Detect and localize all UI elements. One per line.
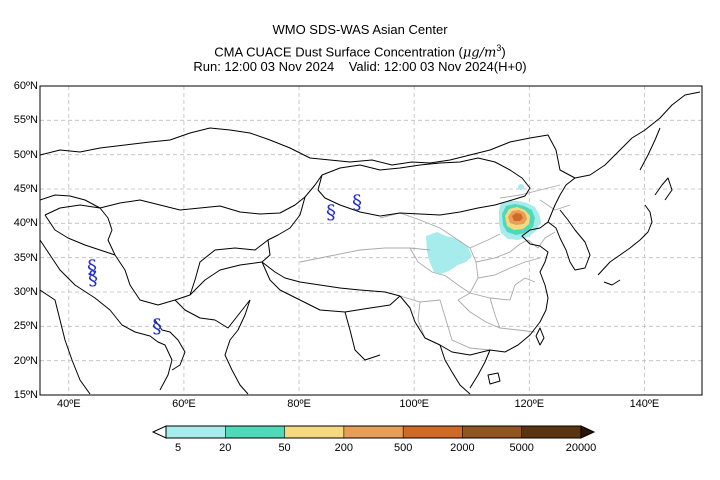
colorbar-swatch xyxy=(403,426,463,438)
dust-symbol-iraq-1: § xyxy=(87,255,97,279)
colorbar-swatch xyxy=(284,426,344,438)
colorbar-level-label: 500 xyxy=(393,442,413,454)
map-frame xyxy=(39,85,703,396)
map-subtitle: CMA CUACE Dust Surface Concentration (μg… xyxy=(0,40,720,61)
dust-area-peak xyxy=(512,213,523,221)
lon-tick-label: 60ºE xyxy=(172,398,196,410)
colorbar-swatch xyxy=(343,426,404,438)
colorbar-max-extend xyxy=(580,425,596,439)
unit-exponent: 3 xyxy=(496,43,502,53)
lat-tick-label: 30ºN xyxy=(13,286,38,298)
dust-symbol-mongolia-2: § xyxy=(352,190,362,214)
dust-symbol-mongolia-1: § xyxy=(326,200,336,224)
colorbar-level-label: 5000 xyxy=(509,442,534,454)
country-borders xyxy=(40,91,701,395)
lat-tick-label: 60ºN xyxy=(13,80,38,92)
run-valid-time: Run: 12:00 03 Nov 2024 Valid: 12:00 03 N… xyxy=(193,59,527,74)
weather-symbols: § § § § § xyxy=(87,190,362,338)
colorbar-level-label: 5 xyxy=(174,442,182,454)
dust-spot-mongolia xyxy=(518,184,524,190)
dust-symbol-oman: § xyxy=(152,314,162,338)
colorbar-level-label: 20000 xyxy=(565,442,597,454)
map-gridlines xyxy=(40,85,702,396)
colorbar-swatch xyxy=(225,426,285,438)
lat-tick-label: 45ºN xyxy=(13,183,38,195)
lon-tick-label: 80ºE xyxy=(287,398,311,410)
colorbar-level-label: 20 xyxy=(219,442,232,454)
province-boundaries xyxy=(299,184,571,351)
lat-tick-label: 25ºN xyxy=(13,320,38,333)
lon-tick-label: 120ºE xyxy=(514,398,545,410)
colorbar-level-label: 200 xyxy=(334,442,354,454)
lat-tick-label: 55ºN xyxy=(13,114,38,127)
colorbar-frame xyxy=(165,425,582,439)
lat-tick-label: 35ºN xyxy=(13,251,38,264)
dust-symbol-iraq-2: § xyxy=(88,266,98,290)
lon-tick-label: 40ºE xyxy=(56,398,81,410)
colorbar-swatch xyxy=(166,426,226,438)
lat-tick-label: 20ºN xyxy=(13,354,38,367)
unit-mu: μ xyxy=(462,45,472,61)
lat-tick-label: 50ºN xyxy=(13,148,38,161)
lon-tick-label: 100ºE xyxy=(399,398,430,410)
dust-area-loess xyxy=(426,232,472,274)
subtitle-suffix: ) xyxy=(501,44,506,60)
colorbar-level-label: 50 xyxy=(278,442,291,454)
colorbar-swatch xyxy=(521,426,581,438)
map-title: WMO SDS-WAS Asian Center xyxy=(272,22,448,37)
subtitle-prefix: CMA CUACE Dust Surface Concentration ( xyxy=(214,44,463,60)
lon-tick-label: 140ºE xyxy=(629,398,660,410)
unit-g: g/m xyxy=(471,45,497,61)
colorbar-swatch xyxy=(462,426,522,438)
colorbar xyxy=(151,425,596,439)
lat-tick-label: 15ºN xyxy=(13,389,38,401)
lat-tick-label: 40ºN xyxy=(13,217,38,230)
colorbar-level-label: 2000 xyxy=(450,442,475,454)
colorbar-min-extend xyxy=(151,425,167,439)
